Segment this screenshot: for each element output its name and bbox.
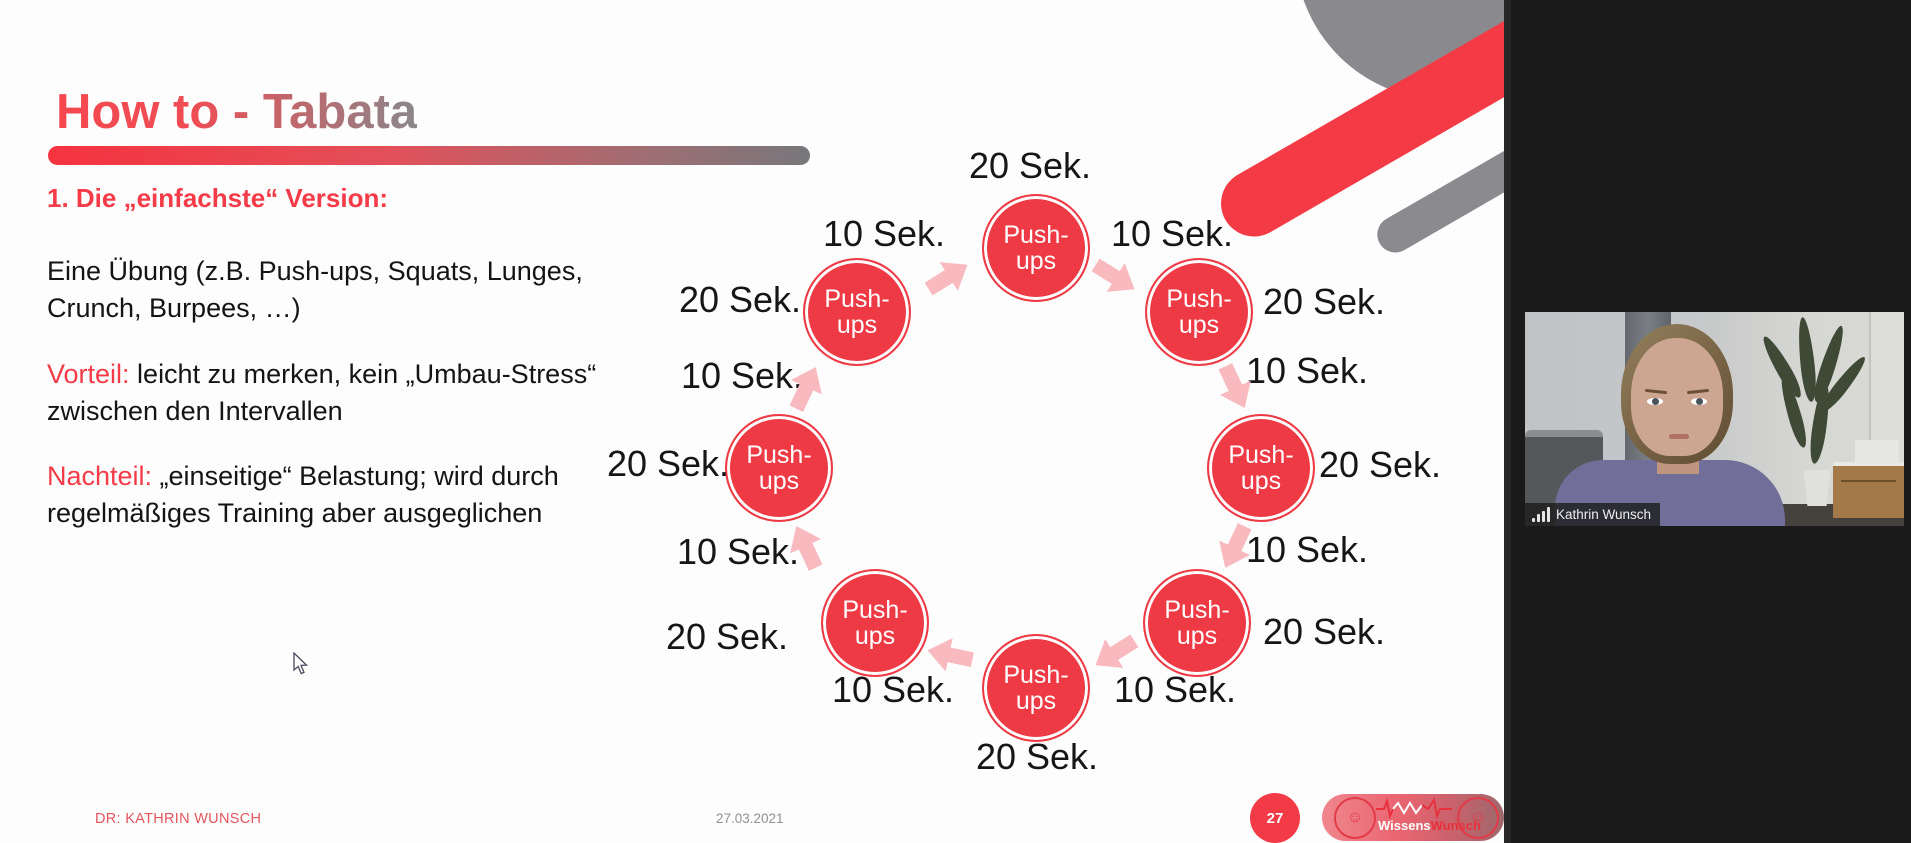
work-interval-label: 20 Sek. (665, 616, 789, 657)
rest-interval-label: 10 Sek. (831, 669, 955, 710)
rest-interval-label: 10 Sek. (822, 213, 946, 254)
wissenswunsch-logo: ☺ ☺ WissensWunsch (1322, 794, 1504, 841)
logo-wordmark: WissensWunsch (1378, 818, 1481, 833)
work-interval-label: 20 Sek. (1262, 281, 1386, 322)
exercise-label: Push- (1003, 661, 1069, 689)
footer-author: DR: KATHRIN WUNSCH (95, 811, 262, 827)
rest-interval-label: 10 Sek. (1245, 529, 1369, 570)
exercise-label: Push- (842, 596, 908, 624)
advantage-label: Vorteil: (47, 359, 130, 389)
exercise-label: Push- (1164, 596, 1230, 624)
audio-level-icon (1532, 507, 1550, 522)
disadvantage-line1-text: „einseitige“ Belastung; wird durch (152, 461, 559, 491)
mascot-icon-left: ☺ (1334, 797, 1376, 839)
participant-name-text: Kathrin Wunsch (1556, 507, 1652, 522)
wooden-sideboard (1833, 462, 1904, 518)
exercise-label: Push- (746, 441, 812, 469)
exercise-paragraph-line2: Crunch, Burpees, …) (47, 293, 301, 323)
tabata-step-circle-lower-left: Push-ups (821, 569, 929, 677)
participant-face (1631, 338, 1723, 456)
tabata-step-circle-top: Push-ups (982, 194, 1090, 302)
work-interval-label: 20 Sek. (1318, 444, 1442, 485)
disadvantage-paragraph: Nachteil: „einseitige“ Belastung; wird d… (47, 458, 559, 532)
mouse-cursor-icon (293, 652, 309, 675)
tabata-step-circle-lower-right: Push-ups (1143, 569, 1251, 677)
exercise-label: ups (1015, 687, 1057, 715)
page-number-badge: 27 (1250, 793, 1300, 843)
next-step-arrow-icon (919, 250, 976, 303)
work-interval-label: 20 Sek. (606, 443, 730, 484)
webcam-video-tile[interactable]: Kathrin Wunsch (1525, 312, 1904, 526)
advantage-line1: Vorteil: leicht zu merken, kein „Umbau-S… (47, 356, 596, 393)
presentation-slide: How to - Tabata 1. Die „einfachste“ Vers… (0, 0, 1504, 843)
next-step-arrow-icon (1086, 250, 1143, 303)
rest-interval-label: 10 Sek. (1113, 669, 1237, 710)
advantage-line1-text: leicht zu merken, kein „Umbau-Stress“ (129, 359, 597, 389)
tabata-step-circle-bottom: Push-ups (982, 634, 1090, 742)
work-interval-label: 20 Sek. (968, 145, 1092, 186)
tabata-step-circle-right: Push-ups (1207, 414, 1315, 522)
ekg-line-icon (1376, 797, 1452, 819)
title-underline-bar (48, 146, 810, 165)
work-interval-label: 20 Sek. (1262, 611, 1386, 652)
disadvantage-line1: Nachteil: „einseitige“ Belastung; wird d… (47, 458, 559, 495)
exercise-label: Push- (1166, 285, 1232, 313)
rest-interval-label: 10 Sek. (676, 531, 800, 572)
tabata-step-circle-upper-left: Push-ups (803, 258, 911, 366)
disadvantage-line2: regelmäßiges Training aber ausgeglichen (47, 498, 543, 528)
tabata-step-circle-left: Push-ups (725, 414, 833, 522)
exercise-paragraph-line1: Eine Übung (z.B. Push-ups, Squats, Lunge… (47, 256, 583, 286)
rest-interval-label: 10 Sek. (1245, 350, 1369, 391)
footer-date: 27.03.2021 (716, 811, 784, 826)
exercise-label: ups (758, 467, 800, 495)
exercise-label: Push- (1228, 441, 1294, 469)
exercise-label: Push- (824, 285, 890, 313)
video-conference-panel: Kathrin Wunsch (1504, 0, 1911, 843)
exercise-label: ups (854, 622, 896, 650)
exercise-label: Push- (1003, 221, 1069, 249)
participant-name-label: Kathrin Wunsch (1525, 503, 1661, 526)
white-object (1855, 440, 1899, 464)
exercise-label: ups (1240, 467, 1282, 495)
advantage-line2: zwischen den Intervallen (47, 396, 343, 426)
version-heading: 1. Die „einfachste“ Version: (47, 183, 389, 213)
tabata-step-circle-upper-right: Push-ups (1145, 258, 1253, 366)
logo-word-white: Wissens (1378, 818, 1431, 833)
exercise-label: ups (1015, 247, 1057, 275)
exercise-label: ups (836, 311, 878, 339)
exercise-label: ups (1178, 311, 1220, 339)
rest-interval-label: 10 Sek. (680, 355, 804, 396)
logo-word-red: Wunsch (1430, 818, 1481, 833)
shelf-cabinet (1869, 312, 1904, 462)
plant-pot (1803, 470, 1831, 506)
page-title: How to - Tabata (56, 85, 418, 139)
exercise-label: ups (1176, 622, 1218, 650)
rest-interval-label: 10 Sek. (1110, 213, 1234, 254)
advantage-paragraph: Vorteil: leicht zu merken, kein „Umbau-S… (47, 356, 596, 430)
panel-edge-divider (1504, 0, 1511, 843)
work-interval-label: 20 Sek. (678, 279, 802, 320)
exercise-paragraph: Eine Übung (z.B. Push-ups, Squats, Lunge… (47, 253, 583, 327)
work-interval-label: 20 Sek. (975, 736, 1099, 777)
disadvantage-label: Nachteil: (47, 461, 153, 491)
mascot-icon-right: ☺ (1457, 797, 1499, 839)
